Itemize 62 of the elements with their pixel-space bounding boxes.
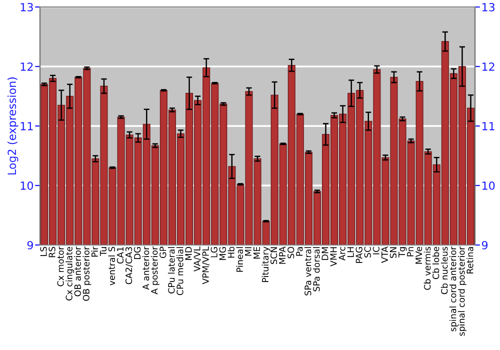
y2-tick-label: 9 [482, 240, 488, 250]
x-tick-label: SC [364, 246, 371, 258]
x-tick-label: Pn [407, 247, 414, 256]
x-tick-label: OB posterior [82, 246, 92, 301]
x-tick-label: Cb lobe [432, 246, 440, 280]
x-tick-label: VPM/VPL [202, 246, 210, 284]
x-tick-label: MPA [279, 246, 286, 264]
x-tick-label: spinal cord anterior [449, 246, 458, 332]
x-tick-label: LG [210, 247, 218, 258]
x-tick-label: Pir [91, 246, 98, 257]
x-tick-label: Cb vermis [424, 246, 431, 290]
x-tick-label: SCN [270, 247, 278, 264]
x-tick-label: Tu [100, 247, 107, 256]
y-tick-label: 11 [20, 122, 33, 130]
x-tick-label: Cx cingulate [66, 246, 74, 300]
x-tick-label: LS [40, 246, 47, 256]
x-tick-label: Arc [338, 246, 346, 261]
x-tick-label: Pa [296, 247, 303, 256]
y2-tick-label: 13 [482, 2, 494, 12]
x-tick-label: CPu lateral [168, 247, 175, 294]
x-tick-label: MD [185, 246, 192, 260]
x-tick-label: Cx motor [57, 246, 64, 286]
y-tick-label: 13 [20, 2, 33, 12]
x-tick-label: LH [347, 247, 354, 257]
x-tick-label: Hb [228, 246, 234, 258]
y2-tick-label: 11 [482, 122, 494, 130]
x-tick-label: DM [322, 247, 328, 260]
x-tick-label: SPa ventral [304, 247, 312, 296]
x-tick-label: VMH [330, 247, 337, 266]
x-tick-label: IC [372, 246, 380, 254]
y-tick-label: 12 [20, 62, 33, 71]
x-tick-label: GP [160, 246, 166, 258]
y-tick-label: 9 [27, 240, 33, 250]
x-tick-label: RS [48, 246, 56, 258]
x-tick-label: A posterior [150, 246, 160, 294]
x-tick-label: VA/VL [194, 246, 202, 272]
x-tick-label: PAG [356, 247, 362, 263]
x-tick-label: SPa dorsal [312, 247, 320, 292]
x-tick-label: OB anterior [74, 246, 81, 296]
x-tick-label: ME [254, 246, 260, 259]
y2-tick-label: 10 [482, 181, 495, 190]
x-tick-label: Cb nucleus [440, 246, 448, 294]
y-tick-label: 10 [20, 181, 34, 190]
x-tick-label: CA1 [116, 247, 124, 264]
x-tick-label: Retina [466, 247, 474, 274]
x-tick-label: VTA [381, 246, 388, 263]
x-tick-label: MVe [416, 246, 422, 264]
y-axis-title: Log2 (expression) [7, 77, 18, 174]
x-tick-label: DG [134, 247, 141, 260]
x-tick-label: CPu medial [176, 247, 184, 296]
x-tick-label: MI [245, 247, 252, 256]
x-tick-label: MG [219, 247, 226, 260]
x-tick-label: spinal cord posterior [458, 246, 466, 336]
y2-tick-label: 12 [482, 62, 494, 71]
x-tick-label: Pineal [236, 247, 243, 272]
x-tick-label: SN [390, 247, 397, 258]
x-tick-label: Tg [398, 247, 407, 258]
x-tick-label: A anterior [142, 246, 150, 290]
x-tick-label: ventral S [108, 246, 116, 286]
x-tick-label: CA2/CA3 [125, 247, 133, 284]
x-tick-label: Pituitary [262, 246, 270, 282]
x-tick-label: SO [288, 246, 294, 258]
